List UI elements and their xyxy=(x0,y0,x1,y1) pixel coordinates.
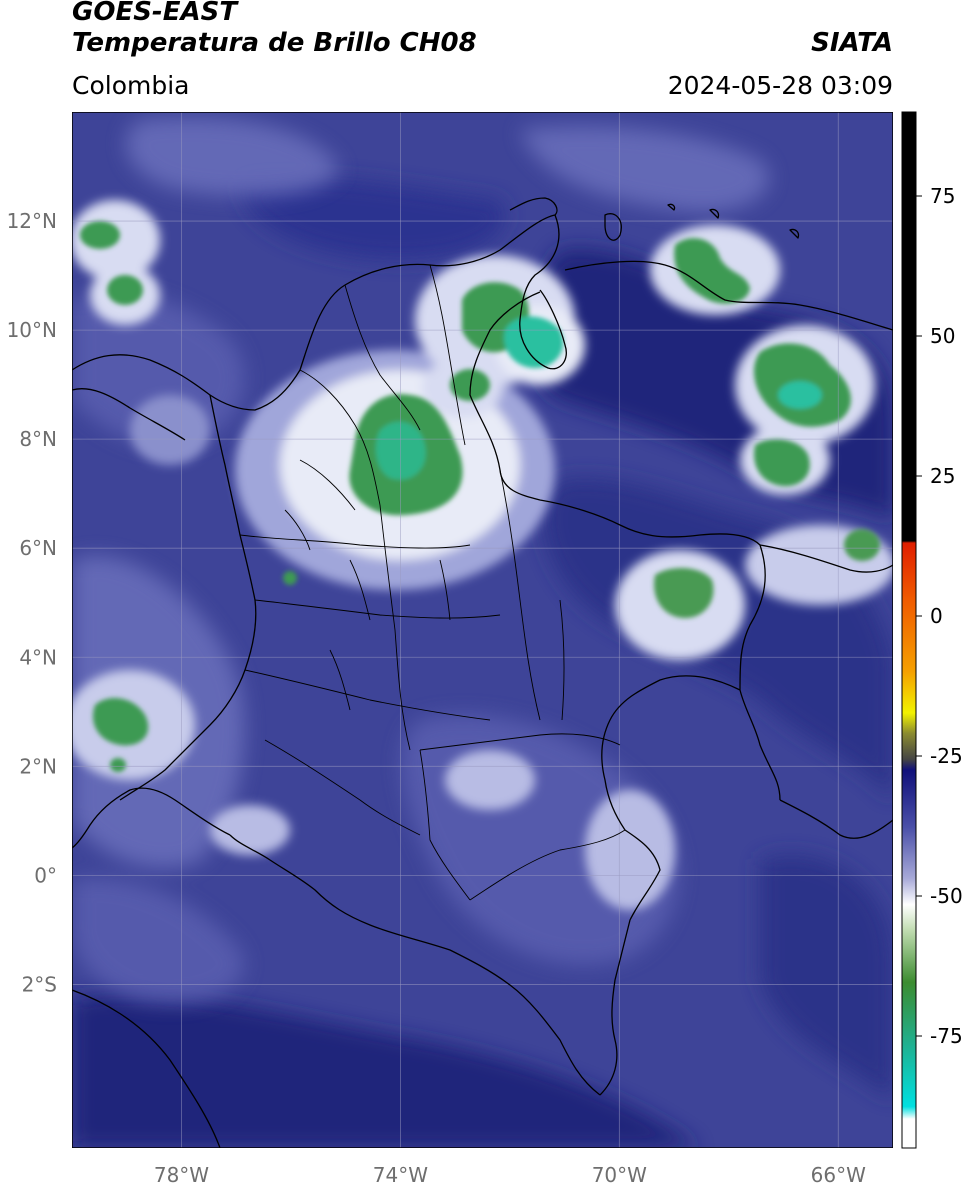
caribbean-islands xyxy=(604,203,800,241)
colorbar-tick-label: 75 xyxy=(930,184,955,208)
lon-tick-label: 78°W xyxy=(154,1163,209,1187)
brand-label: SIATA xyxy=(811,28,893,58)
colorbar xyxy=(901,111,917,1149)
lat-tick-label: 10°N xyxy=(7,318,57,342)
lon-tick-label: 66°W xyxy=(811,1163,866,1187)
colorbar-tick-label: 50 xyxy=(930,324,955,348)
panama-isthmus xyxy=(72,388,186,441)
map-borders xyxy=(72,197,893,1148)
region-label: Colombia xyxy=(72,71,190,100)
colorbar-tick-label: -50 xyxy=(930,884,963,908)
lon-tick-label: 70°W xyxy=(592,1163,647,1187)
department-borders xyxy=(239,264,626,901)
lat-tick-label: 2°N xyxy=(19,754,57,778)
colorbar-tick-labels: 75 50 25 0 -25 -50 -75 xyxy=(916,184,963,1048)
pacific-coastline xyxy=(119,394,257,801)
ecuador-peru-border xyxy=(72,989,221,1148)
venezuela-brazil-border-east xyxy=(779,799,893,839)
lat-tick-label: 4°N xyxy=(19,645,57,669)
colorbar-tick-label: -75 xyxy=(930,1024,963,1048)
dry-air-layer xyxy=(72,177,893,1148)
product-title: Temperatura de Brillo CH08 xyxy=(72,28,477,58)
colombia-brazil-border xyxy=(599,675,741,1096)
lat-tick-label: 12°N xyxy=(7,209,57,233)
colorbar-tick-label: -25 xyxy=(930,744,963,768)
lat-tick-label: 8°N xyxy=(19,427,57,451)
colombia-ecuador-border xyxy=(72,787,231,849)
timestamp-label: 2024-05-28 03:09 xyxy=(667,71,893,100)
lat-tick-label: 6°N xyxy=(19,536,57,560)
latitude-tick-labels: 12°N 10°N 8°N 6°N 4°N 2°N 0° 2°S xyxy=(7,209,57,996)
lat-tick-label: 0° xyxy=(34,863,57,887)
colorbar-tick-label: 25 xyxy=(930,464,955,488)
satellite-title: GOES-EAST xyxy=(72,0,238,27)
colombia-peru-border xyxy=(229,834,601,1096)
deep-convection-layer xyxy=(80,221,880,772)
map-gridlines xyxy=(72,112,893,1148)
lon-tick-label: 74°W xyxy=(373,1163,428,1187)
lat-tick-label: 2°S xyxy=(22,972,57,996)
venezuela-coastline xyxy=(564,260,893,331)
longitude-tick-labels: 78°W 74°W 70°W 66°W xyxy=(154,1163,866,1187)
colorbar-tick-label: 0 xyxy=(930,604,943,628)
brazil-venezuela-border xyxy=(759,544,893,573)
guajira-lake-maracaibo xyxy=(519,214,567,370)
